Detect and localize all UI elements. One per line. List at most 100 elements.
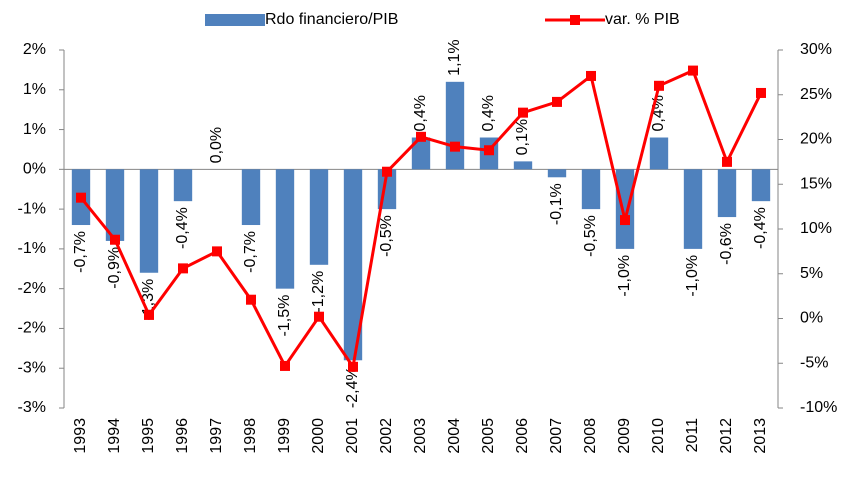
marker bbox=[382, 166, 392, 177]
legend-label: var. % PIB bbox=[605, 11, 680, 28]
marker bbox=[212, 246, 222, 257]
marker bbox=[450, 141, 460, 152]
y2-tick-label: 10% bbox=[800, 220, 832, 237]
marker bbox=[416, 131, 426, 142]
x-tick-label: 1998 bbox=[242, 418, 259, 454]
bar bbox=[309, 169, 329, 265]
data-label: -0,7% bbox=[242, 231, 259, 273]
data-label: -1,0% bbox=[616, 255, 633, 297]
x-tick-label: 2011 bbox=[684, 418, 701, 453]
data-label: -1,2% bbox=[310, 271, 327, 313]
x-tick-label: 2006 bbox=[514, 418, 531, 454]
y-tick-label: -3% bbox=[18, 359, 46, 376]
marker bbox=[314, 311, 324, 322]
marker bbox=[76, 192, 86, 203]
data-label: -0,4% bbox=[752, 207, 769, 249]
bar bbox=[581, 169, 601, 210]
bar bbox=[173, 169, 193, 202]
y2-tick-label: 30% bbox=[800, 41, 832, 58]
y2-tick-label: -10% bbox=[800, 399, 837, 416]
legend-marker bbox=[570, 15, 580, 25]
data-label: -0,6% bbox=[718, 223, 735, 265]
bar bbox=[275, 169, 295, 289]
bar bbox=[139, 169, 159, 273]
marker bbox=[756, 87, 766, 98]
y2-tick-label: 0% bbox=[800, 310, 823, 327]
bar bbox=[241, 169, 261, 226]
legend-swatch bbox=[205, 14, 265, 26]
y-tick-label: 1% bbox=[23, 81, 46, 98]
bar bbox=[717, 169, 737, 218]
y-tick-label: -1% bbox=[18, 200, 46, 217]
x-tick-label: 1997 bbox=[208, 418, 225, 454]
bar bbox=[547, 169, 567, 178]
data-label: 0,0% bbox=[208, 127, 225, 163]
marker bbox=[110, 234, 120, 245]
y-tick-label: 0% bbox=[23, 161, 46, 178]
marker bbox=[552, 96, 562, 107]
marker bbox=[586, 70, 596, 81]
y-tick-label: 2% bbox=[23, 41, 46, 58]
data-label: -0,4% bbox=[174, 207, 191, 249]
x-tick-label: 2013 bbox=[752, 418, 769, 454]
x-tick-label: 2009 bbox=[616, 418, 633, 454]
marker bbox=[722, 156, 732, 167]
data-label: -0,7% bbox=[72, 231, 89, 273]
x-tick-label: 2010 bbox=[650, 418, 667, 454]
marker bbox=[144, 309, 154, 320]
bar bbox=[683, 169, 703, 249]
y2-tick-label: 5% bbox=[800, 265, 823, 282]
y2-tick-label: 15% bbox=[800, 175, 832, 192]
data-label: 0,1% bbox=[514, 119, 531, 155]
bar bbox=[513, 161, 533, 170]
bar bbox=[411, 137, 431, 170]
data-label: -1,5% bbox=[276, 295, 293, 337]
x-tick-label: 2004 bbox=[446, 418, 463, 454]
x-tick-label: 2001 bbox=[344, 418, 361, 454]
y2-tick-label: -5% bbox=[800, 354, 828, 371]
marker bbox=[654, 80, 664, 91]
marker bbox=[178, 263, 188, 274]
bar bbox=[105, 169, 125, 241]
x-tick-label: 1993 bbox=[72, 418, 89, 454]
data-label: -1,0% bbox=[684, 255, 701, 297]
y-tick-label: -2% bbox=[18, 320, 46, 337]
data-label: -0,5% bbox=[582, 215, 599, 257]
data-label: -0,1% bbox=[548, 183, 565, 225]
x-tick-label: 2003 bbox=[412, 418, 429, 454]
bar bbox=[615, 169, 635, 249]
x-tick-label: 2007 bbox=[548, 418, 565, 454]
data-label: 1,1% bbox=[446, 39, 463, 75]
y-tick-label: -3% bbox=[18, 399, 46, 416]
marker bbox=[518, 107, 528, 118]
marker bbox=[620, 215, 630, 226]
data-label: 0,4% bbox=[480, 95, 497, 131]
x-tick-label: 1994 bbox=[106, 418, 123, 454]
y2-tick-label: 25% bbox=[800, 86, 832, 103]
data-label: 0,4% bbox=[412, 95, 429, 131]
bar bbox=[343, 169, 363, 361]
y-tick-label: -2% bbox=[18, 280, 46, 297]
marker bbox=[484, 145, 494, 156]
marker bbox=[688, 65, 698, 76]
x-tick-label: 1999 bbox=[276, 418, 293, 454]
data-label: -0,5% bbox=[378, 215, 395, 257]
y-tick-label: -1% bbox=[18, 240, 46, 257]
x-tick-label: 2002 bbox=[378, 418, 395, 454]
x-tick-label: 2005 bbox=[480, 418, 497, 454]
data-label: -2,4% bbox=[344, 366, 361, 408]
x-tick-label: 2000 bbox=[310, 418, 327, 454]
x-tick-label: 2008 bbox=[582, 418, 599, 454]
x-tick-label: 1995 bbox=[140, 418, 157, 454]
bar bbox=[751, 169, 771, 202]
x-tick-label: 2012 bbox=[718, 418, 735, 454]
y2-tick-label: 20% bbox=[800, 131, 832, 148]
y-tick-label: 1% bbox=[23, 121, 46, 138]
marker bbox=[280, 360, 290, 371]
data-label: -0,9% bbox=[106, 247, 123, 289]
bar bbox=[649, 137, 669, 170]
x-tick-label: 1996 bbox=[174, 418, 191, 454]
marker bbox=[348, 361, 358, 372]
bar bbox=[445, 81, 465, 170]
